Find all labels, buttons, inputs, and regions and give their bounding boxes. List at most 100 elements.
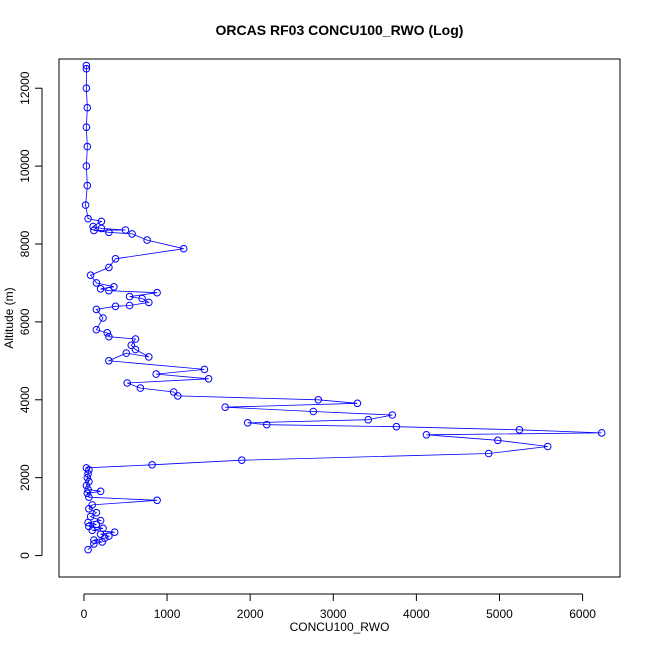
- data-point: [99, 314, 107, 322]
- data-point: [123, 379, 131, 387]
- data-point: [82, 84, 91, 92]
- data-point: [92, 508, 101, 517]
- series-layer: [81, 61, 606, 554]
- plot-frame: [58, 58, 621, 578]
- data-point: [152, 370, 160, 378]
- data-point: [84, 214, 92, 223]
- data-point: [82, 123, 91, 131]
- data-point: [131, 345, 140, 354]
- x-tick-label: 3000: [320, 607, 347, 621]
- data-point: [92, 279, 101, 287]
- data-point: [110, 283, 118, 291]
- data-point: [89, 222, 97, 231]
- data-point: [143, 236, 151, 244]
- data-point: [88, 501, 96, 509]
- data-point: [82, 481, 91, 490]
- data-point: [86, 271, 95, 280]
- x-tick-label: 1000: [154, 607, 181, 621]
- data-point: [145, 353, 153, 361]
- data-point: [353, 399, 362, 408]
- data-point: [105, 532, 113, 540]
- data-point: [92, 520, 101, 529]
- data-point: [543, 442, 552, 451]
- data-point: [127, 341, 136, 350]
- data-point: [85, 493, 93, 502]
- data-point: [103, 329, 111, 337]
- data-point: [100, 534, 109, 542]
- data-point: [85, 522, 93, 531]
- y-axis-label: Altitude (m): [2, 287, 16, 348]
- data-point: [85, 477, 93, 486]
- data-point: [145, 298, 153, 307]
- data-point: [98, 538, 106, 546]
- data-point: [83, 473, 92, 482]
- data-point: [97, 217, 106, 226]
- data-point: [148, 461, 156, 469]
- data-point: [83, 181, 92, 190]
- y-tick-label: 8000: [18, 230, 32, 257]
- y-tick-label: 6000: [18, 308, 32, 335]
- data-point: [314, 396, 323, 404]
- data-point: [364, 415, 373, 424]
- data-point: [597, 429, 606, 437]
- data-point: [81, 201, 90, 209]
- data-point: [138, 294, 146, 303]
- data-point: [83, 489, 92, 498]
- data-point: [105, 332, 113, 341]
- data-point: [388, 411, 397, 419]
- data-point: [238, 456, 246, 465]
- data-point: [153, 288, 161, 297]
- x-axis: 0 1000 2000 3000 4000 5000 6000: [81, 593, 596, 621]
- data-point: [128, 230, 136, 238]
- y-tick-label: 10000: [18, 149, 32, 183]
- data-point: [484, 449, 493, 458]
- series-line: [85, 65, 602, 550]
- data-point: [82, 162, 91, 170]
- data-point: [82, 61, 91, 70]
- x-tick-label: 2000: [237, 607, 264, 621]
- x-tick-label: 4000: [403, 607, 430, 621]
- data-point: [84, 545, 92, 554]
- data-point: [96, 487, 105, 496]
- data-point: [90, 536, 98, 544]
- data-point: [105, 228, 113, 237]
- data-point: [105, 286, 113, 295]
- data-point: [515, 426, 524, 434]
- data-point: [392, 422, 401, 431]
- data-point: [263, 420, 271, 429]
- data-point: [125, 292, 134, 301]
- data-point: [84, 485, 92, 494]
- data-point: [221, 403, 229, 412]
- data-point: [90, 226, 98, 235]
- data-point: [169, 388, 178, 396]
- data-point: [82, 464, 91, 472]
- data-point: [111, 302, 120, 311]
- data-point: [243, 419, 252, 427]
- data-point: [105, 357, 113, 365]
- x-tick-label: 0: [81, 607, 88, 621]
- data-point: [131, 335, 140, 343]
- y-tick-label: 2000: [18, 464, 32, 491]
- data-point: [83, 142, 92, 151]
- data-point: [174, 392, 182, 400]
- data-point: [86, 512, 95, 521]
- data-point: [82, 64, 91, 73]
- x-axis-label: CONCU100_RWO: [290, 620, 390, 634]
- data-point: [96, 285, 105, 293]
- data-point: [422, 431, 431, 439]
- data-point: [136, 384, 145, 392]
- y-tick-label: 4000: [18, 386, 32, 413]
- data-point: [83, 103, 92, 112]
- y-axis: 0 2000 4000 6000 8000 10000 12000: [18, 71, 43, 559]
- data-point: [200, 365, 209, 374]
- data-point: [125, 301, 134, 310]
- data-point: [122, 349, 131, 357]
- data-point: [111, 254, 120, 263]
- x-tick-label: 6000: [569, 607, 596, 621]
- y-tick-label: 0: [18, 552, 32, 559]
- data-point: [85, 466, 93, 474]
- data-point: [92, 325, 101, 334]
- data-point: [105, 263, 113, 272]
- data-point: [96, 516, 105, 525]
